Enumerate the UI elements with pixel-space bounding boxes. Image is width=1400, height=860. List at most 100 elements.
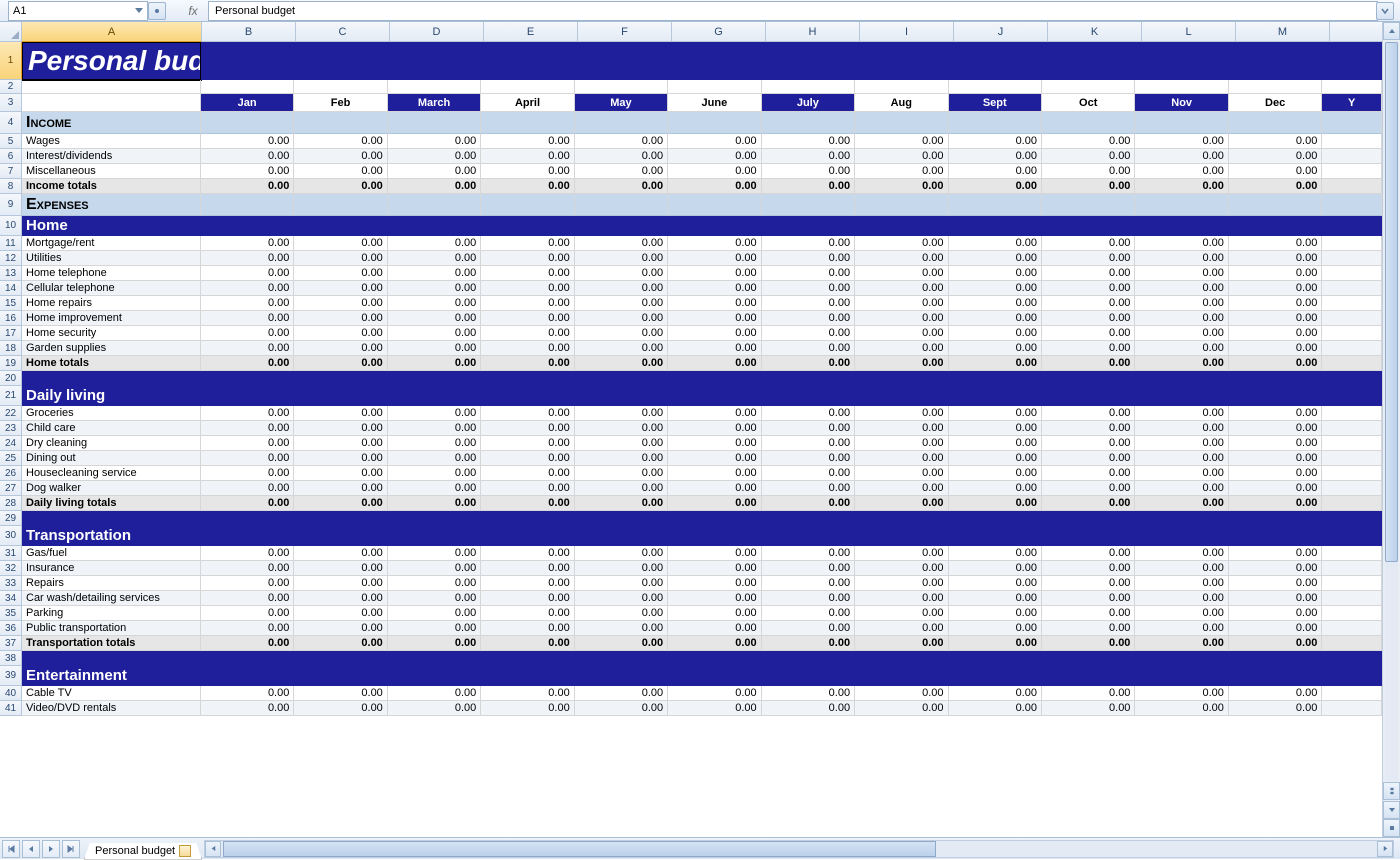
cell[interactable]: Repairs <box>22 576 201 591</box>
cell[interactable]: 0.00 <box>855 436 948 451</box>
cell[interactable]: 0.00 <box>201 406 294 421</box>
cell[interactable]: 0.00 <box>481 636 574 651</box>
cell[interactable] <box>388 42 481 80</box>
cell[interactable]: 0.00 <box>1042 356 1135 371</box>
cell[interactable]: 0.00 <box>668 451 761 466</box>
scroll-up-button[interactable] <box>1383 22 1400 40</box>
cell[interactable]: 0.00 <box>294 326 387 341</box>
cell[interactable]: Cable TV <box>22 686 201 701</box>
cell[interactable] <box>762 386 855 406</box>
row-header[interactable]: 27 <box>0 481 22 496</box>
cell[interactable]: 0.00 <box>949 341 1042 356</box>
cell[interactable]: Insurance <box>22 561 201 576</box>
cell[interactable]: 0.00 <box>668 341 761 356</box>
cell[interactable] <box>481 42 574 80</box>
cell[interactable]: 0.00 <box>855 266 948 281</box>
cell[interactable]: 0.00 <box>668 326 761 341</box>
cell[interactable]: 0.00 <box>855 311 948 326</box>
cell[interactable]: 0.00 <box>1229 164 1322 179</box>
cell[interactable] <box>949 666 1042 686</box>
cell[interactable]: 0.00 <box>668 251 761 266</box>
cell[interactable]: 0.00 <box>855 496 948 511</box>
cell[interactable]: 0.00 <box>388 236 481 251</box>
cell[interactable]: 0.00 <box>668 466 761 481</box>
cell[interactable]: 0.00 <box>1042 421 1135 436</box>
cell[interactable]: 0.00 <box>1042 636 1135 651</box>
cell[interactable] <box>201 371 294 386</box>
cell[interactable]: 0.00 <box>201 134 294 149</box>
cell[interactable] <box>294 651 387 666</box>
cell[interactable] <box>1322 216 1382 236</box>
cell[interactable]: Home telephone <box>22 266 201 281</box>
cell[interactable]: 0.00 <box>481 326 574 341</box>
cell[interactable]: 0.00 <box>1042 149 1135 164</box>
cell[interactable] <box>1135 651 1228 666</box>
cell[interactable]: 0.00 <box>855 591 948 606</box>
cell[interactable]: 0.00 <box>481 701 574 716</box>
cell[interactable] <box>762 511 855 526</box>
cell[interactable]: 0.00 <box>294 164 387 179</box>
cell[interactable]: 0.00 <box>294 606 387 621</box>
cell[interactable] <box>388 526 481 546</box>
row-header[interactable]: 35 <box>0 606 22 621</box>
cell[interactable] <box>201 194 294 216</box>
cell[interactable]: 0.00 <box>668 481 761 496</box>
cell[interactable] <box>388 112 481 134</box>
cell[interactable]: Home repairs <box>22 296 201 311</box>
cell[interactable] <box>1322 326 1382 341</box>
cell[interactable]: 0.00 <box>201 576 294 591</box>
cell[interactable]: 0.00 <box>668 134 761 149</box>
cell[interactable]: 0.00 <box>762 591 855 606</box>
column-header[interactable]: F <box>578 22 672 42</box>
cell[interactable] <box>481 371 574 386</box>
cell[interactable] <box>855 194 948 216</box>
cell[interactable]: 0.00 <box>201 251 294 266</box>
cell[interactable] <box>201 80 294 94</box>
cell[interactable]: 0.00 <box>201 266 294 281</box>
row-header[interactable]: 39 <box>0 666 22 686</box>
month-header-cell[interactable]: Jan <box>201 94 294 112</box>
sheet-tab-active[interactable]: Personal budget <box>84 843 202 860</box>
cell[interactable]: 0.00 <box>1229 326 1322 341</box>
cell[interactable]: 0.00 <box>1042 561 1135 576</box>
cell[interactable] <box>22 371 201 386</box>
cell[interactable] <box>1322 251 1382 266</box>
cell[interactable]: 0.00 <box>201 341 294 356</box>
cell[interactable]: 0.00 <box>668 701 761 716</box>
cell[interactable]: 0.00 <box>949 436 1042 451</box>
cell[interactable]: 0.00 <box>1229 546 1322 561</box>
month-header-cell[interactable]: Oct <box>1042 94 1135 112</box>
cell[interactable]: 0.00 <box>949 134 1042 149</box>
cell[interactable]: 0.00 <box>294 134 387 149</box>
cell[interactable] <box>1322 112 1382 134</box>
cell[interactable]: 0.00 <box>481 406 574 421</box>
cell[interactable]: 0.00 <box>668 406 761 421</box>
cell[interactable]: 0.00 <box>481 591 574 606</box>
cell[interactable]: 0.00 <box>201 606 294 621</box>
cell[interactable] <box>1135 386 1228 406</box>
column-header[interactable]: C <box>296 22 390 42</box>
cell[interactable] <box>762 651 855 666</box>
cell[interactable]: 0.00 <box>201 179 294 194</box>
cell[interactable]: 0.00 <box>1135 496 1228 511</box>
cell[interactable] <box>294 386 387 406</box>
cell[interactable] <box>1322 356 1382 371</box>
cell[interactable]: Car wash/detailing services <box>22 591 201 606</box>
row-header[interactable]: 20 <box>0 371 22 386</box>
cell[interactable] <box>1322 636 1382 651</box>
cell[interactable]: 0.00 <box>1229 251 1322 266</box>
row-header[interactable]: 32 <box>0 561 22 576</box>
cell[interactable]: 0.00 <box>1229 496 1322 511</box>
cell[interactable]: 0.00 <box>1042 481 1135 496</box>
vscroll-extra-button[interactable] <box>1383 819 1400 837</box>
vscroll-thumb[interactable] <box>1385 42 1398 562</box>
cell[interactable]: 0.00 <box>481 686 574 701</box>
cell[interactable] <box>668 511 761 526</box>
cell[interactable] <box>1135 371 1228 386</box>
cell[interactable] <box>855 511 948 526</box>
cell[interactable]: 0.00 <box>668 686 761 701</box>
cell[interactable]: 0.00 <box>1135 179 1228 194</box>
cell[interactable]: 0.00 <box>949 149 1042 164</box>
cell[interactable] <box>1322 164 1382 179</box>
cell[interactable]: 0.00 <box>1229 576 1322 591</box>
